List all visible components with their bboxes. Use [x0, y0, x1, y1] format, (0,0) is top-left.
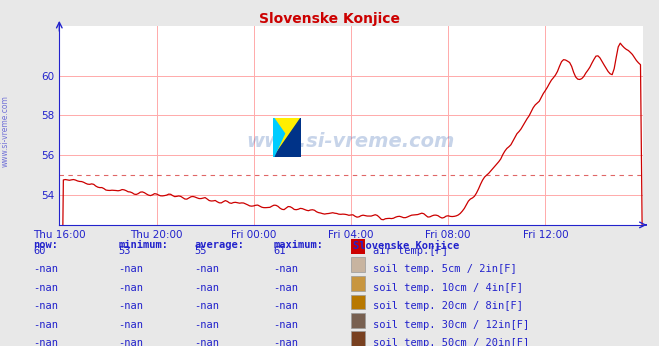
Text: -nan: -nan	[194, 283, 219, 293]
Text: 60: 60	[33, 246, 45, 256]
Text: -nan: -nan	[273, 338, 299, 346]
Text: www.si-vreme.com: www.si-vreme.com	[1, 95, 10, 167]
Text: Slovenske Konjice: Slovenske Konjice	[353, 240, 459, 251]
Text: minimum:: minimum:	[119, 240, 169, 250]
Text: -nan: -nan	[273, 264, 299, 274]
Text: -nan: -nan	[119, 283, 144, 293]
FancyBboxPatch shape	[351, 313, 365, 328]
Text: -nan: -nan	[119, 301, 144, 311]
Text: maximum:: maximum:	[273, 240, 324, 250]
FancyBboxPatch shape	[351, 294, 365, 309]
Text: -nan: -nan	[119, 338, 144, 346]
Text: -nan: -nan	[33, 301, 58, 311]
Text: soil temp. 50cm / 20in[F]: soil temp. 50cm / 20in[F]	[373, 338, 529, 346]
Text: -nan: -nan	[273, 301, 299, 311]
Text: -nan: -nan	[33, 338, 58, 346]
FancyBboxPatch shape	[351, 331, 365, 346]
Text: -nan: -nan	[194, 301, 219, 311]
Text: 55: 55	[194, 246, 207, 256]
Text: average:: average:	[194, 240, 244, 250]
Polygon shape	[273, 118, 285, 157]
Text: -nan: -nan	[33, 264, 58, 274]
Text: soil temp. 5cm / 2in[F]: soil temp. 5cm / 2in[F]	[373, 264, 517, 274]
Text: -nan: -nan	[194, 320, 219, 330]
Text: 53: 53	[119, 246, 131, 256]
FancyBboxPatch shape	[351, 239, 365, 254]
Text: -nan: -nan	[33, 320, 58, 330]
Text: -nan: -nan	[119, 320, 144, 330]
Text: -nan: -nan	[273, 283, 299, 293]
FancyBboxPatch shape	[351, 276, 365, 291]
Text: soil temp. 10cm / 4in[F]: soil temp. 10cm / 4in[F]	[373, 283, 523, 293]
Text: www.si-vreme.com: www.si-vreme.com	[246, 132, 455, 151]
Text: soil temp. 20cm / 8in[F]: soil temp. 20cm / 8in[F]	[373, 301, 523, 311]
Text: Slovenske Konjice: Slovenske Konjice	[259, 12, 400, 26]
Text: now:: now:	[33, 240, 58, 250]
Text: soil temp. 30cm / 12in[F]: soil temp. 30cm / 12in[F]	[373, 320, 529, 330]
Text: -nan: -nan	[119, 264, 144, 274]
Text: 61: 61	[273, 246, 286, 256]
Text: -nan: -nan	[273, 320, 299, 330]
Polygon shape	[273, 118, 301, 157]
Text: -nan: -nan	[194, 264, 219, 274]
Polygon shape	[273, 118, 301, 157]
Text: air temp.[F]: air temp.[F]	[373, 246, 448, 256]
Text: -nan: -nan	[194, 338, 219, 346]
Text: -nan: -nan	[33, 283, 58, 293]
FancyBboxPatch shape	[351, 257, 365, 272]
